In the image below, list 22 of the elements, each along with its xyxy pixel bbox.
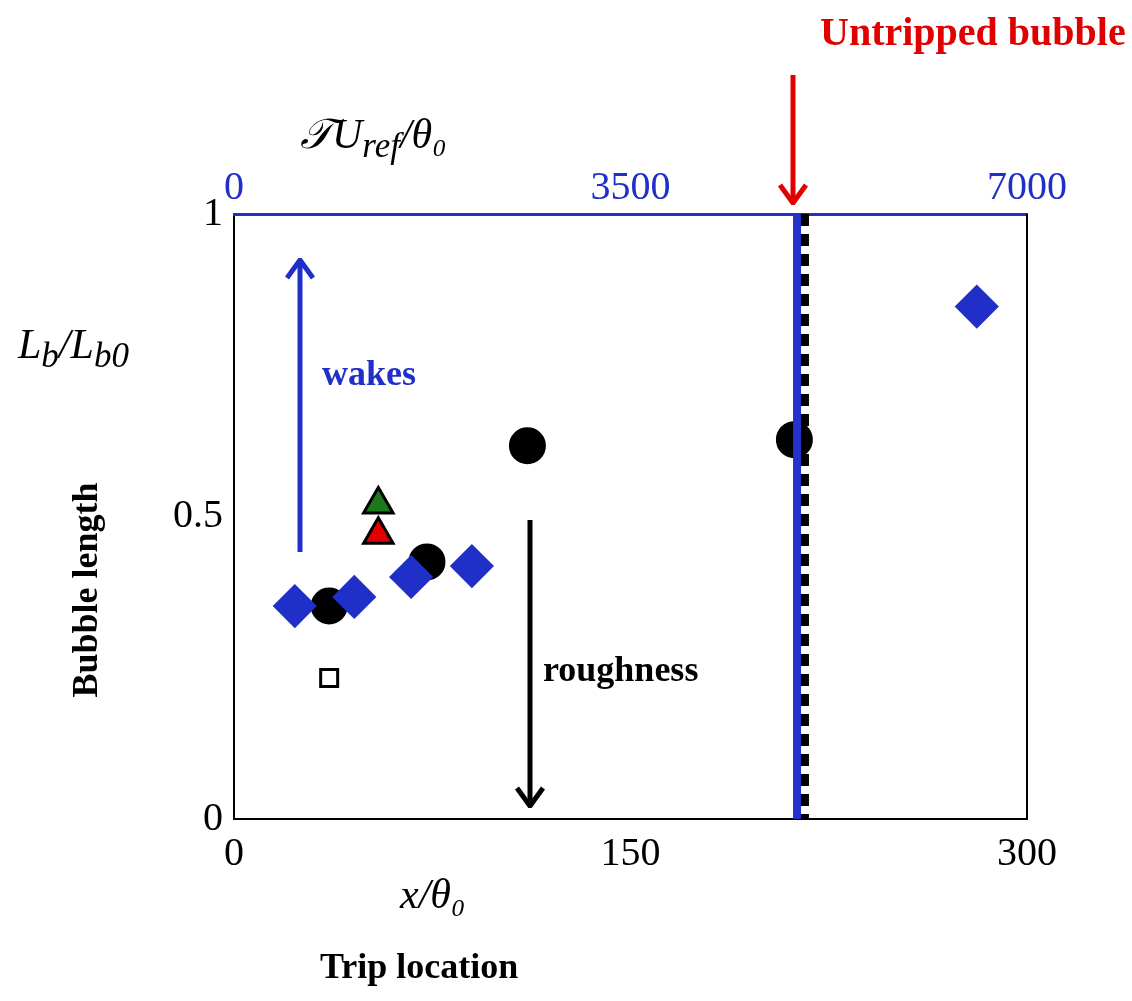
point — [332, 575, 376, 619]
text: Bubble length — [64, 482, 106, 698]
x2-axis-title: 𝒯U$_{ref}$/θ₀ — [300, 110, 447, 167]
y-tick-label: 0 — [203, 793, 223, 839]
x-tick-label: 300 — [997, 828, 1057, 874]
x-tick-label: 150 — [600, 828, 661, 874]
point — [955, 285, 999, 329]
point — [273, 584, 317, 628]
x2-tick-label: 3500 — [590, 162, 671, 208]
y-tick-label: 0.5 — [173, 491, 223, 536]
text: Untripped bubble — [820, 8, 1126, 55]
text: Trip location — [320, 945, 519, 987]
x-axis-title: x/θ₀ — [400, 870, 466, 918]
y-axis-title: L$_{b}$/L$_{b0}$ — [18, 320, 129, 377]
annotation: roughness — [543, 648, 699, 690]
point — [389, 555, 433, 599]
point — [319, 668, 340, 689]
point — [508, 427, 546, 465]
y-tick-label: 1 — [203, 188, 223, 234]
point — [450, 544, 494, 588]
annotation: wakes — [322, 352, 417, 394]
x2-tick-label: 7000 — [987, 162, 1067, 208]
